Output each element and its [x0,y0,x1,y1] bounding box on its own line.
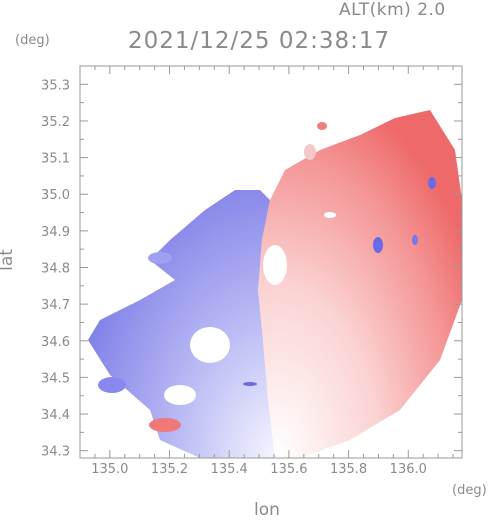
radar-echo-field [88,110,462,458]
x-axis-ticks: 135.0 135.2 135.4 135.6 135.8 136.0 [79,66,454,477]
altitude-label: ALT(km) 2.0 [339,0,446,20]
x-tick-label: 135.2 [151,462,188,477]
x-tick-label: 135.4 [211,462,248,477]
clutter-gap [190,327,230,363]
x-tick-label: 135.8 [330,462,367,477]
timestamp-label: 2021/12/25 02:38:17 [128,28,391,54]
receding-echo-region [258,110,462,458]
echo-cell [148,252,172,264]
x-axis-label: lon [254,500,280,520]
x-tick-label: 135.0 [91,462,128,477]
y-axis-ticks: 34.3 34.4 34.5 34.6 34.7 34.8 34.9 35.0 35.1 35.2… [41,65,462,460]
y-tick-label: 34.6 [41,335,70,350]
clutter-gap [164,385,196,405]
y-tick-label: 35.3 [41,78,70,93]
echo-cell [149,418,181,432]
echo-cell [324,212,336,218]
echo-cell [304,144,316,160]
y-tick-label: 35.0 [41,188,70,203]
x-unit-label: (deg) [452,483,487,498]
approaching-echo-region [88,190,275,458]
echo-cell [243,382,257,386]
y-tick-label: 34.8 [41,261,70,276]
clutter-gap [263,245,287,285]
x-tick-label: 135.6 [270,462,307,477]
echo-cell [98,377,126,393]
y-tick-label: 34.9 [41,225,70,240]
y-tick-label: 35.1 [41,152,70,167]
y-tick-label: 34.4 [41,408,70,423]
x-tick-label: 136.0 [390,462,427,477]
y-unit-label: (deg) [15,33,50,48]
echo-cell [373,237,383,253]
echo-cell [428,177,436,189]
y-tick-label: 35.2 [41,115,70,130]
echo-cell [317,122,327,130]
y-tick-label: 34.3 [41,445,70,460]
plot-frame [79,65,463,459]
echo-cell [412,235,418,245]
y-tick-label: 34.7 [41,298,70,313]
y-tick-label: 34.5 [41,371,70,386]
